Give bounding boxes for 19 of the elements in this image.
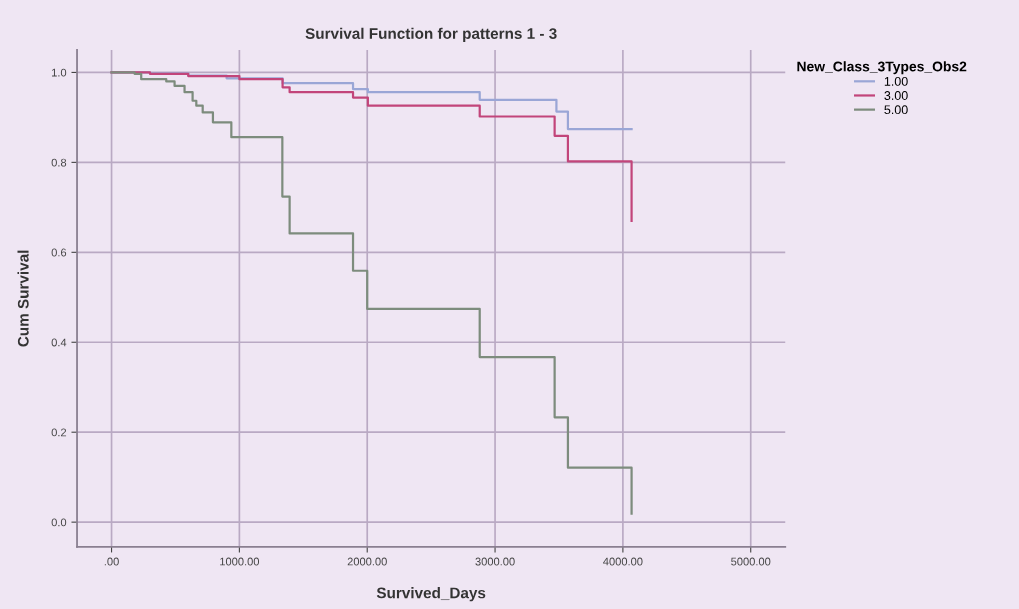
y-tick-label: 0.4 [51, 338, 67, 347]
y-tick-label: 0.0 [51, 518, 67, 527]
legend-label: 3.00 [884, 91, 908, 100]
y-tick-label: 0.8 [51, 158, 67, 167]
legend-title: New_Class_3Types_Obs2 [797, 61, 967, 75]
x-axis-title: Survived_Days [376, 587, 486, 602]
y-tick-label: 1.0 [52, 68, 67, 77]
x-tick-label: 1000.00 [220, 557, 260, 566]
x-tick-label: .00 [104, 557, 119, 566]
x-tick-label: 5000.00 [731, 557, 771, 566]
legend-label: 5.00 [884, 105, 908, 115]
legend-label: 1.00 [884, 76, 908, 86]
x-tick-label: 4000.00 [603, 557, 643, 566]
x-tick-label: 3000.00 [475, 557, 515, 566]
y-tick-label: 0.2 [51, 428, 67, 437]
y-tick-label: 0.6 [51, 248, 67, 257]
x-tick-label: 2000.00 [347, 557, 387, 566]
chart-title: Survival Function for patterns 1 - 3 [305, 27, 557, 42]
y-axis-title: Cum Survival [17, 250, 29, 347]
